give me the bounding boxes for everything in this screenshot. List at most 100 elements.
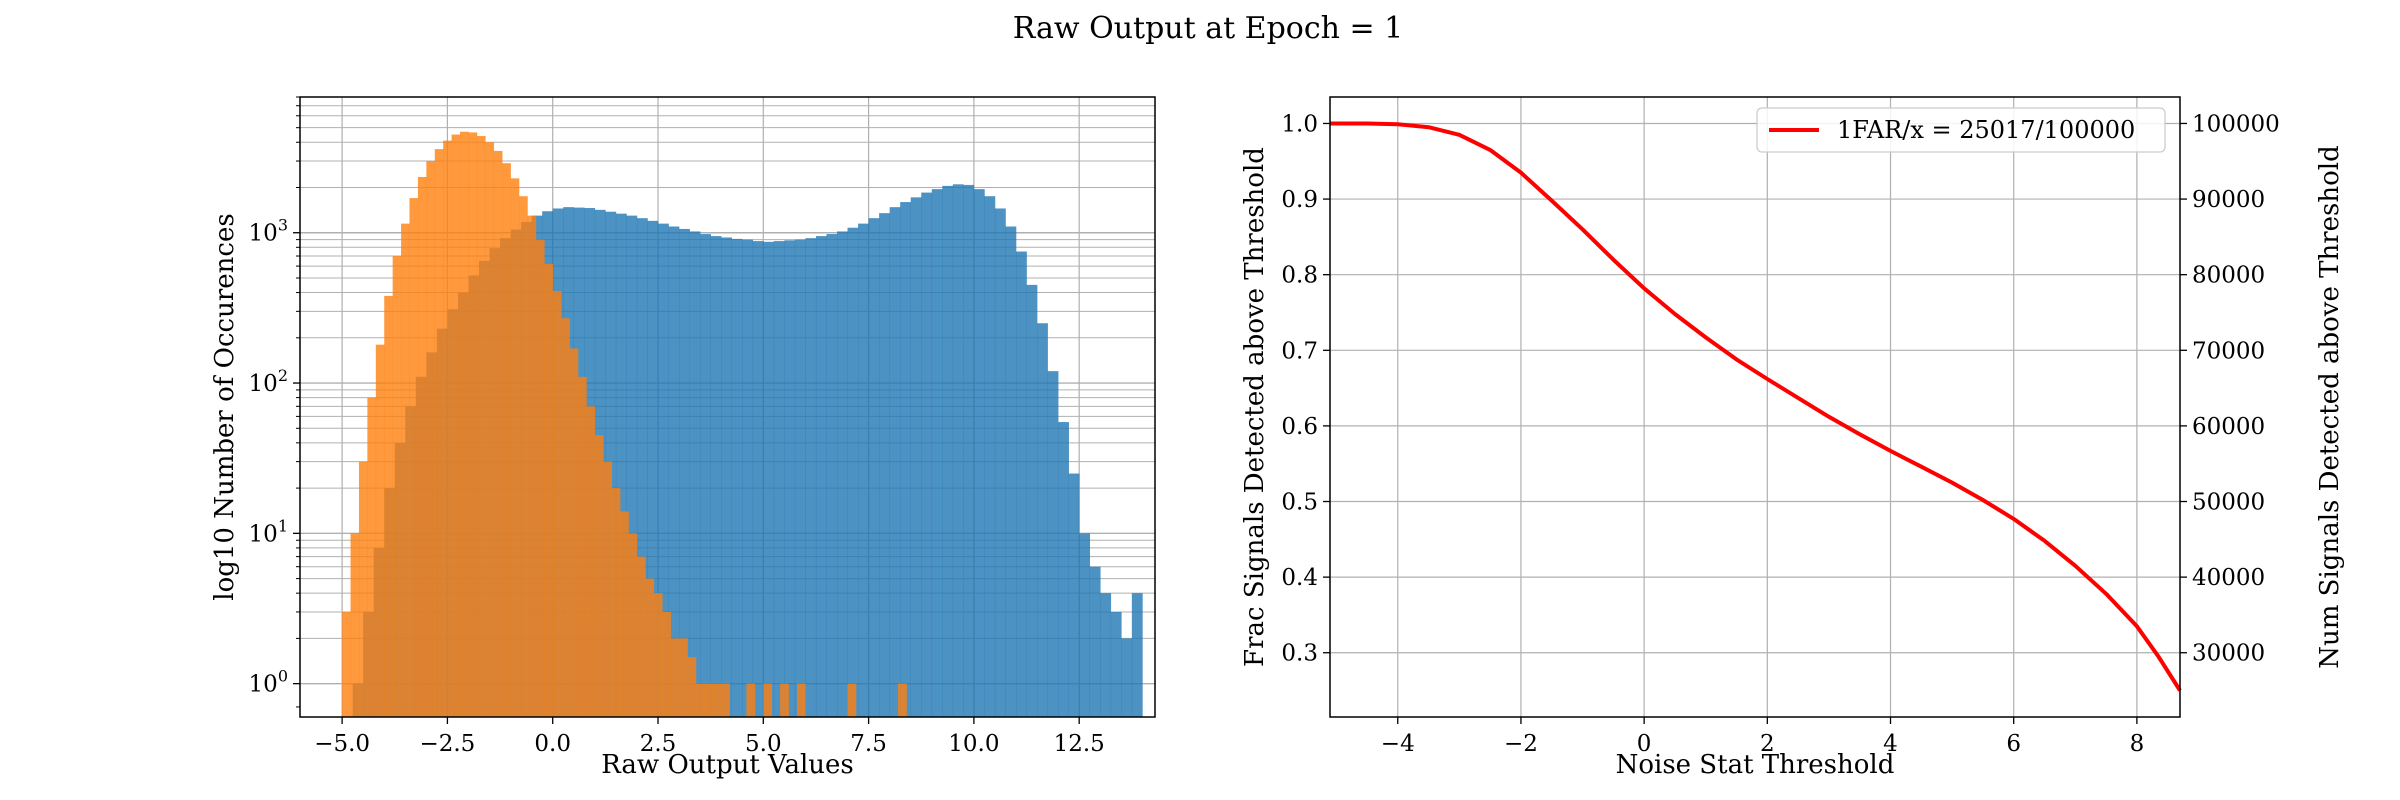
y-tick-label: 0.5	[1281, 490, 1318, 516]
y-axis-label: Frac Signals Detected above Threshold	[1240, 147, 1270, 667]
histogram-bar	[350, 533, 360, 717]
figure-title: Raw Output at Epoch = 1	[1013, 11, 1404, 46]
histogram-bar	[443, 140, 452, 718]
histogram-bar	[1089, 566, 1101, 717]
histogram-bar	[426, 161, 436, 718]
histogram-bar	[687, 657, 697, 717]
histogram-bar	[679, 638, 688, 717]
histogram-bar	[561, 318, 570, 717]
histogram-bar	[493, 150, 503, 717]
y-tick-label: 1.0	[1281, 111, 1318, 137]
histogram-bar	[594, 435, 604, 717]
axes-frame	[1329, 96, 2181, 718]
x-tick-label: −2	[1504, 731, 1538, 757]
x-axis-label: Noise Stat Threshold	[1616, 750, 1895, 780]
histogram-bar	[392, 256, 402, 717]
histogram-bar	[544, 263, 554, 717]
histogram-bar	[731, 238, 743, 717]
x-tick-label: 12.5	[1054, 731, 1105, 757]
histogram-bar	[898, 683, 907, 717]
legend-label: 1FAR/x = 25017/100000	[1837, 116, 2135, 144]
series-line-1	[1330, 121, 2182, 692]
histogram-bar	[796, 683, 806, 717]
histogram-bar	[342, 611, 351, 717]
histogram-bar	[460, 131, 469, 717]
y-right-tick-label: 40000	[2192, 565, 2265, 591]
histogram-bar	[586, 406, 596, 717]
histogram-bar	[535, 239, 545, 718]
histogram-bar	[815, 236, 827, 717]
histogram-bar	[931, 189, 943, 717]
histogram-bar	[679, 228, 690, 717]
histogram-bar	[603, 461, 612, 717]
y-tick-label: 0.7	[1281, 338, 1318, 364]
histogram-bar	[805, 238, 817, 717]
histogram-bar	[409, 198, 419, 717]
histogram-bar	[577, 376, 587, 717]
histogram-bar	[1058, 422, 1069, 717]
histogram-bar	[700, 234, 711, 718]
histogram-bar	[1131, 593, 1143, 717]
y-right-tick-label: 100000	[2192, 111, 2280, 137]
series-2	[342, 131, 907, 718]
x-tick-label: 6	[2006, 731, 2021, 757]
histogram-bar	[611, 488, 621, 717]
histogram-bar	[746, 683, 756, 717]
axes-frame	[299, 96, 1156, 718]
histogram-bar	[1100, 593, 1112, 717]
histogram-bar	[942, 185, 954, 718]
y-right-tick-label: 50000	[2192, 490, 2265, 516]
histogram-bar	[1068, 473, 1080, 717]
x-tick-label: 8	[2130, 731, 2145, 757]
x-tick-label: 5.0	[745, 731, 782, 757]
histogram-bar	[485, 142, 495, 717]
y-right-tick-label: 60000	[2192, 414, 2265, 440]
histogram-bar	[552, 290, 562, 717]
histogram-bar	[952, 184, 964, 717]
histogram-bar	[921, 192, 933, 718]
histogram-bar	[510, 178, 520, 718]
y-tick-label: 0.9	[1281, 187, 1318, 213]
histogram-bar	[712, 683, 722, 717]
histogram-bar	[636, 218, 648, 717]
y-tick-label: 0.4	[1281, 565, 1318, 591]
histogram-bar	[847, 227, 859, 718]
histogram-bar	[367, 397, 377, 717]
x-tick-label: 4	[1883, 731, 1898, 757]
histogram-bar	[653, 593, 663, 717]
histogram-bar	[773, 241, 785, 717]
threshold-line-panel: −4 −2 0 2 4 6 8 0.3 0.4 0.5 0.6 0.7 0.8 0.9 1.0 30000 40…	[1240, 96, 2345, 780]
histogram-bar	[994, 208, 1006, 717]
x-tick-label: 7.5	[850, 731, 887, 757]
bars	[342, 131, 1143, 718]
histogram-bar	[780, 683, 789, 717]
legend: 1FAR/x = 25017/100000	[1756, 107, 2166, 153]
x-tick-label: −2.5	[419, 731, 475, 757]
histogram-bar	[658, 223, 669, 717]
histogram-bar	[519, 196, 528, 717]
histogram-bar	[476, 136, 486, 718]
y-right-tick-label: 90000	[2192, 187, 2265, 213]
histogram-bar	[668, 226, 680, 717]
histogram-bar	[763, 683, 773, 717]
histogram-bar	[910, 197, 922, 717]
histogram-bar	[742, 239, 754, 718]
histogram-bar	[704, 683, 714, 717]
histogram-bar	[401, 223, 410, 717]
histogram-bar	[794, 239, 806, 718]
histogram-bar	[375, 344, 385, 717]
x-tick-label: 0	[1637, 731, 1652, 757]
histogram-bar	[868, 218, 880, 717]
histogram-bar	[1047, 371, 1059, 717]
histogram-bar	[569, 348, 579, 717]
histogram-bar	[1110, 611, 1122, 717]
y-tick-label: 100	[249, 667, 288, 698]
histogram-bar	[837, 231, 848, 717]
y-right-tick-label: 30000	[2192, 641, 2265, 667]
histogram-panel: −5.0 −2.5 0.0 2.5 5.0 7.5 10.0 12.5 100 101 102 103…	[210, 96, 1156, 780]
histogram-bar	[434, 149, 444, 718]
histogram-bar	[752, 241, 764, 717]
x-tick-label: 10.0	[948, 731, 999, 757]
histogram-bar	[502, 163, 511, 717]
plot-area	[1330, 97, 2180, 717]
